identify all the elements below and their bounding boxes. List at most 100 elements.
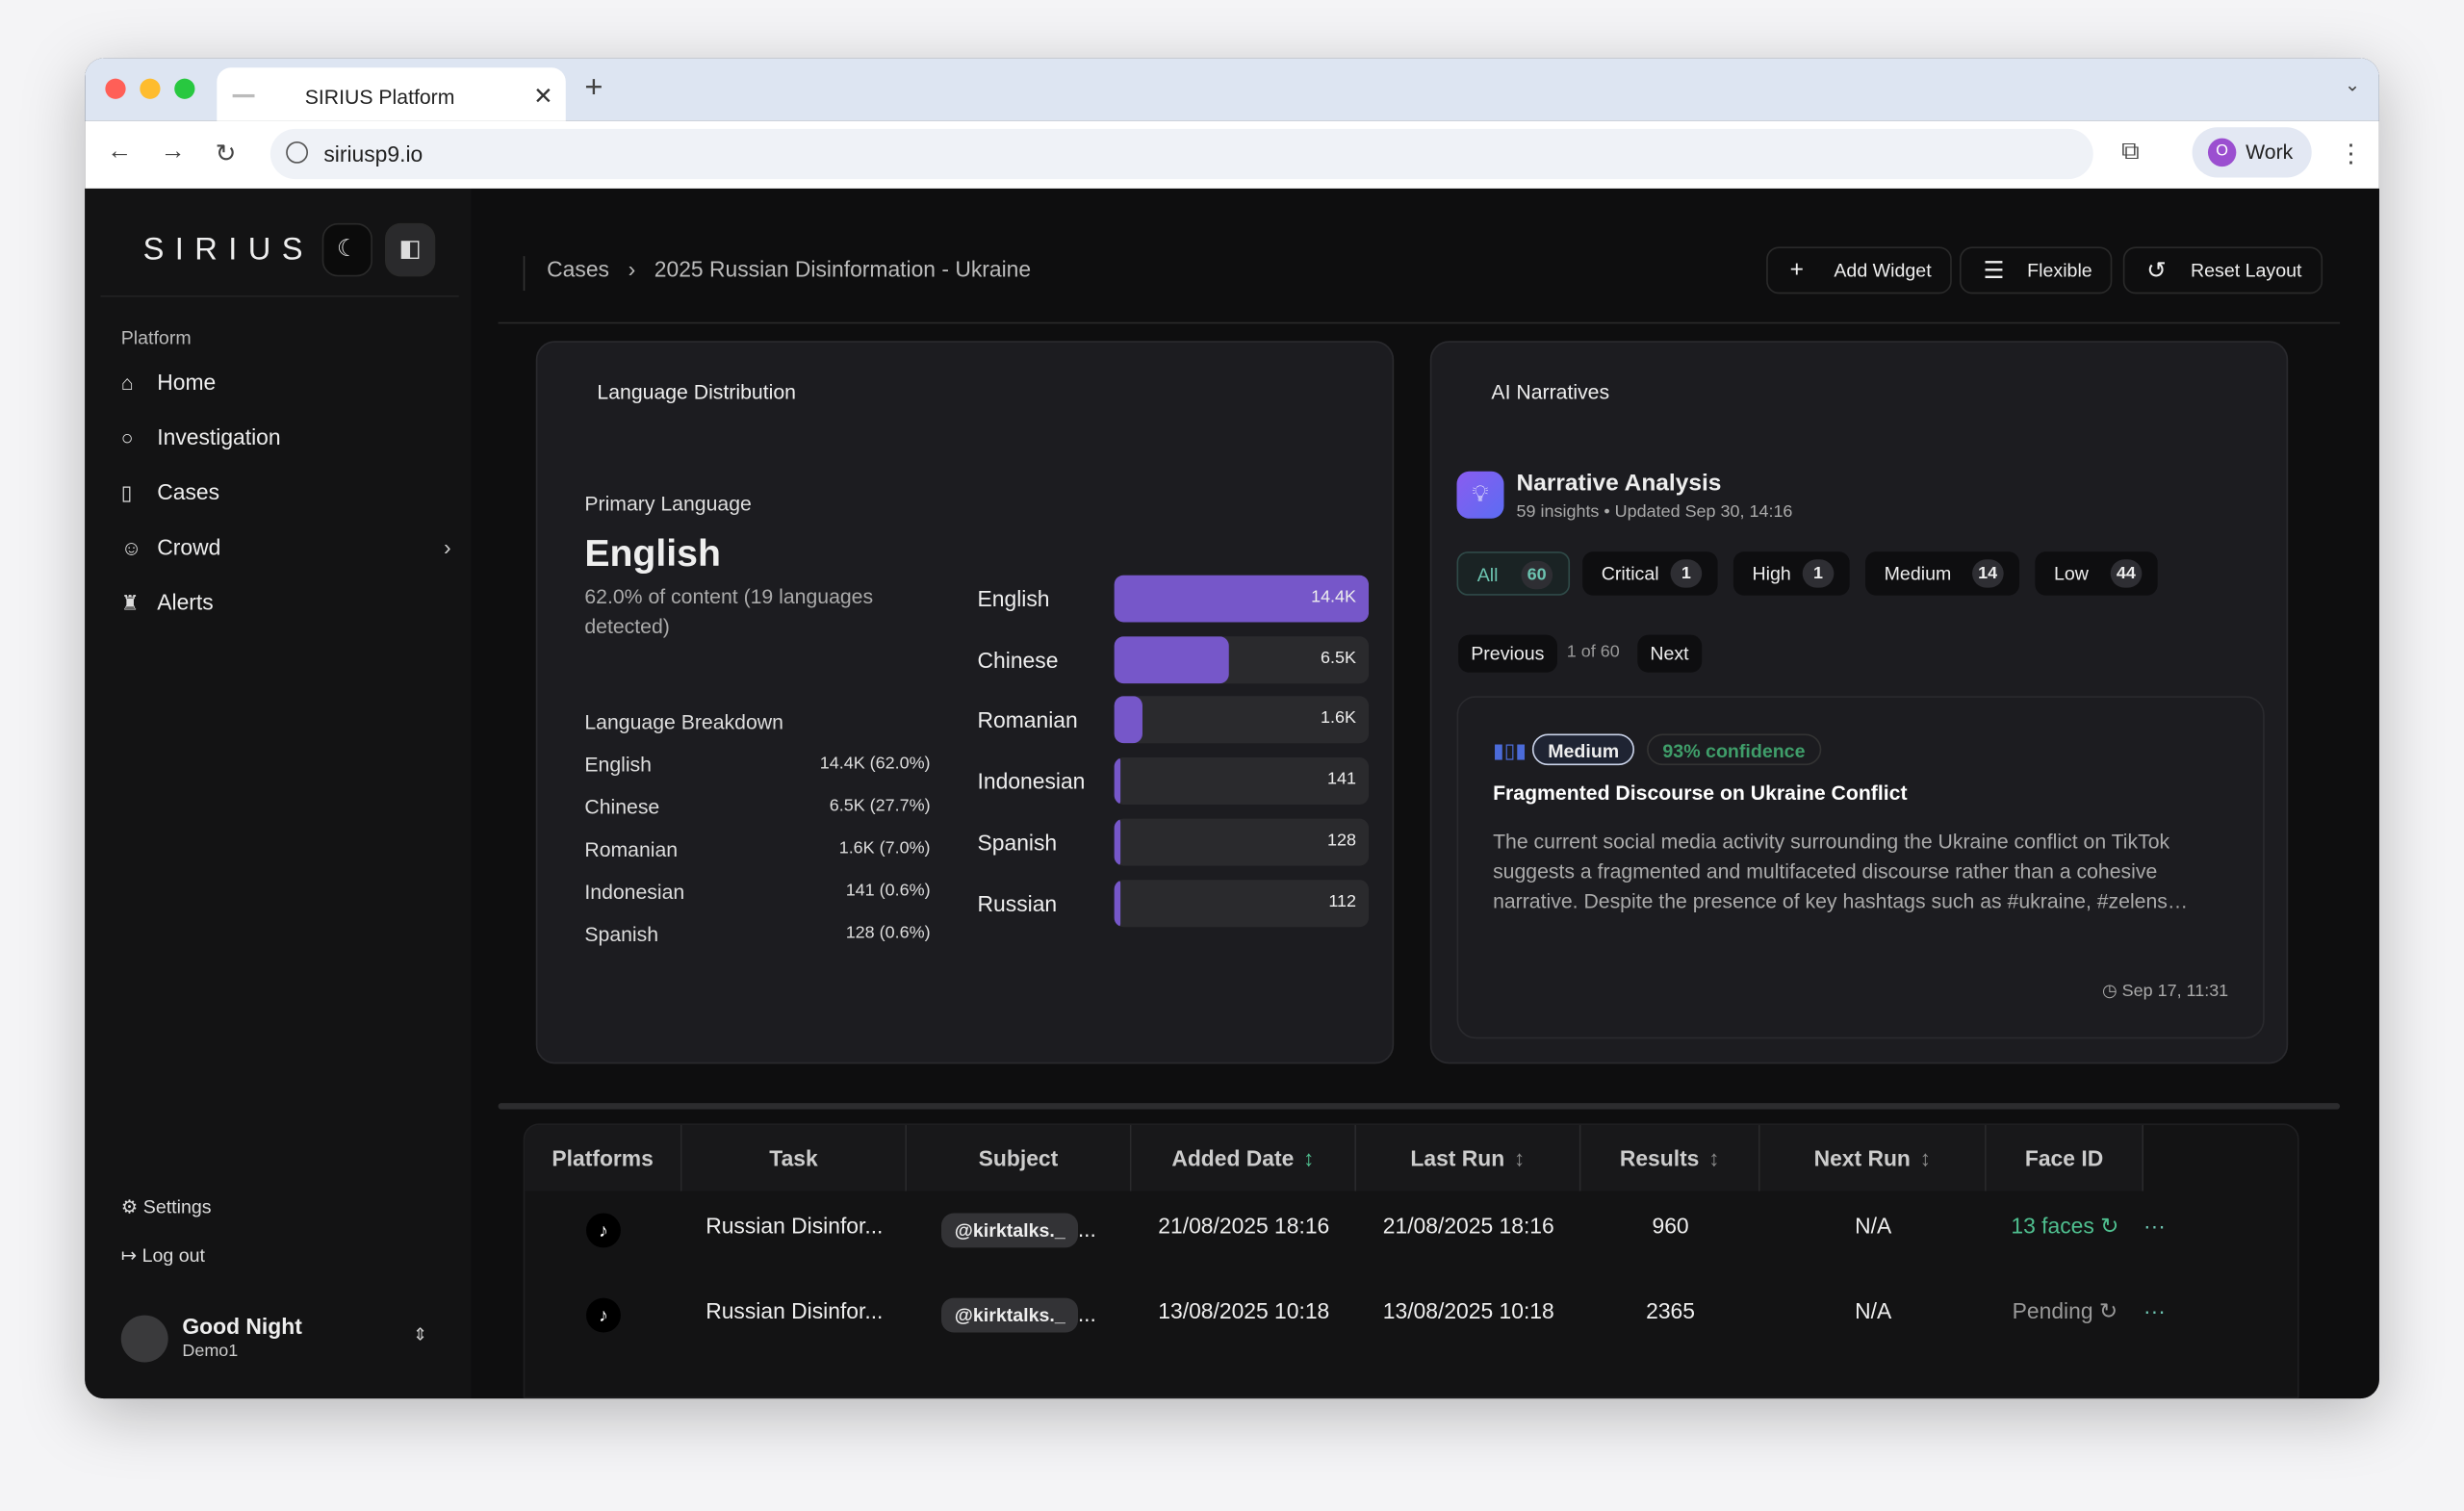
tiktok-icon: ♪ [585, 1213, 621, 1248]
more-options-icon[interactable]: ··· [2143, 1213, 2166, 1239]
widget-title: Language Distribution [597, 380, 796, 404]
sort-icon[interactable]: ↕ [1919, 1145, 1932, 1171]
sidebar: SIRIUS ☾ ◧ Platform ⌂ Home ○ Investigation… [85, 188, 472, 1399]
user-name: Good Night [182, 1313, 302, 1340]
chevron-up-down-icon: ⇕ [413, 1325, 428, 1345]
bar-fill [1114, 575, 1370, 623]
filter-chip-all[interactable]: All 60 [1456, 551, 1571, 596]
tasks-table: Platforms Task Subject Added Date ↕ Last Run ↕… [523, 1123, 2299, 1399]
filter-chip-low[interactable]: Low 44 [2035, 551, 2158, 596]
section-label: Platform [120, 326, 192, 349]
close-window-button[interactable] [105, 78, 126, 99]
sort-icon[interactable]: ↕ [1303, 1145, 1315, 1171]
bar-label: Romanian [977, 707, 1078, 733]
more-options-icon[interactable]: ··· [2143, 1297, 2166, 1323]
last-run: 13/08/2025 10:18 [1382, 1297, 1554, 1323]
search-icon: ○ [120, 425, 134, 449]
browser-tab[interactable]: SIRIUS Platform ✕ [217, 67, 566, 121]
bar-fill [1114, 757, 1121, 806]
column-label: Next Run [1813, 1145, 1911, 1171]
reset-layout-button[interactable]: ↺ Reset Layout [2122, 246, 2323, 295]
refresh-icon[interactable]: ↻ [2092, 1297, 2118, 1323]
new-tab-button[interactable]: + [584, 70, 603, 106]
flexible-button[interactable]: ☰ Flexible [1959, 246, 2113, 295]
column-label: Platforms [552, 1145, 654, 1171]
bar-row: Indonesian 141 [978, 757, 1371, 806]
url-field[interactable]: siriusp9.io [270, 128, 2093, 180]
face-id-status: Pending [2012, 1297, 2093, 1323]
site-info-icon[interactable] [286, 141, 309, 164]
sidebar-item-label: Cases [157, 478, 220, 505]
filter-chip-critical[interactable]: Critical 1 [1582, 551, 1718, 596]
profile-button[interactable]: O Work [2192, 127, 2312, 178]
resize-handle[interactable] [498, 1103, 2341, 1110]
filter-chip-high[interactable]: High 1 [1732, 551, 1850, 596]
bar-track: 112 [1114, 879, 1370, 927]
table-row[interactable]: ♪ Russian Disinfor... @kirktalks._... 21/08… [525, 1191, 2297, 1276]
sidebar-item-alerts[interactable]: ♜ Alerts [121, 589, 451, 621]
extensions-icon[interactable]: ⧉ [2121, 138, 2140, 166]
sidebar-item-crowd[interactable]: ☺ Crowd › [121, 534, 451, 566]
column-header-results[interactable]: Results ↕ [1580, 1125, 1760, 1191]
face-id-status: 13 faces [2011, 1213, 2094, 1239]
sort-icon[interactable]: ↕ [1514, 1145, 1526, 1171]
chevron-right-icon: › [443, 534, 451, 560]
breadcrumb-cases[interactable]: Cases [547, 256, 609, 282]
column-header-added-date[interactable]: Added Date ↕ [1131, 1125, 1357, 1191]
tab-list-chevron-icon[interactable]: ⌄ [2344, 73, 2361, 96]
collapse-sidebar-icon[interactable]: ◧ [385, 222, 436, 277]
column-header-next-run[interactable]: Next Run ↕ [1759, 1125, 1987, 1191]
subject-more[interactable]: ... [1077, 1300, 1096, 1326]
refresh-icon[interactable]: ↻ [2093, 1213, 2119, 1239]
divider [498, 321, 2341, 324]
sidebar-item-investigation[interactable]: ○ Investigation [121, 424, 451, 456]
sort-icon[interactable]: ↕ [1708, 1145, 1720, 1171]
bar-row: Romanian 1.6K [977, 696, 1371, 744]
reload-icon[interactable]: ↻ [215, 141, 237, 168]
subject-more[interactable]: ... [1077, 1216, 1096, 1242]
theme-toggle-moon-icon[interactable]: ☾ [321, 222, 372, 277]
sidebar-item-home[interactable]: ⌂ Home [121, 370, 451, 401]
back-icon[interactable]: ← [107, 138, 133, 166]
filter-count: 1 [1802, 559, 1835, 588]
column-header-last-run[interactable]: Last Run ↕ [1356, 1125, 1581, 1191]
breakdown-row: Indonesian 141 (0.6%) [584, 880, 930, 903]
next-run: N/A [1855, 1297, 1892, 1323]
bar-track: 14.4K [1114, 575, 1370, 623]
column-label: Subject [978, 1145, 1059, 1171]
confidence-badge: 93% confidence [1647, 733, 1821, 766]
reset-icon: ↺ [2146, 257, 2167, 285]
reset-layout-label: Reset Layout [2190, 259, 2302, 282]
narrative-card[interactable]: ▮▯▮ Medium 93% confidence Fragmented Dis… [1456, 696, 2265, 1039]
user-menu[interactable]: Good Night Demo1 ⇕ [120, 1309, 436, 1366]
logo: SIRIUS [142, 232, 315, 268]
bar-label: English [977, 585, 1050, 612]
results-count: 960 [1652, 1213, 1689, 1239]
maximize-button[interactable] [174, 78, 195, 99]
column-header-platforms: Platforms [525, 1125, 682, 1191]
close-tab-icon[interactable]: ✕ [533, 83, 553, 111]
task-name[interactable]: Russian Disinfor... [706, 1297, 884, 1323]
task-name[interactable]: Russian Disinfor... [706, 1213, 884, 1239]
menu-icon[interactable]: ⋮ [2338, 141, 2364, 168]
filter-chip-medium[interactable]: Medium 14 [1865, 551, 2020, 596]
table-row[interactable]: ♪ Russian Disinfor... @kirktalks._... 13/08… [525, 1276, 2297, 1361]
filter-label: High [1752, 562, 1791, 585]
sidebar-item-cases[interactable]: ▯ Cases [121, 479, 451, 511]
subject-tag: @kirktalks._ [941, 1297, 1078, 1333]
settings-link[interactable]: ⚙ Settings [121, 1195, 212, 1217]
next-button[interactable]: Next [1637, 634, 1702, 673]
favicon-icon [232, 93, 255, 98]
bar-label: Russian [977, 889, 1058, 916]
bar-row: Russian 112 [977, 879, 1371, 927]
add-widget-button[interactable]: + Add Widget [1766, 246, 1952, 295]
bar-value: 141 [1327, 770, 1357, 789]
previous-button[interactable]: Previous [1458, 634, 1557, 673]
home-icon: ⌂ [120, 371, 134, 395]
column-label: Task [769, 1145, 818, 1171]
logout-link[interactable]: ↦ Log out [121, 1244, 205, 1267]
column-header-face-id: Face ID [1986, 1125, 2144, 1191]
forward-icon[interactable]: → [160, 138, 186, 166]
profile-avatar: O [2207, 138, 2237, 167]
minimize-button[interactable] [140, 78, 161, 99]
